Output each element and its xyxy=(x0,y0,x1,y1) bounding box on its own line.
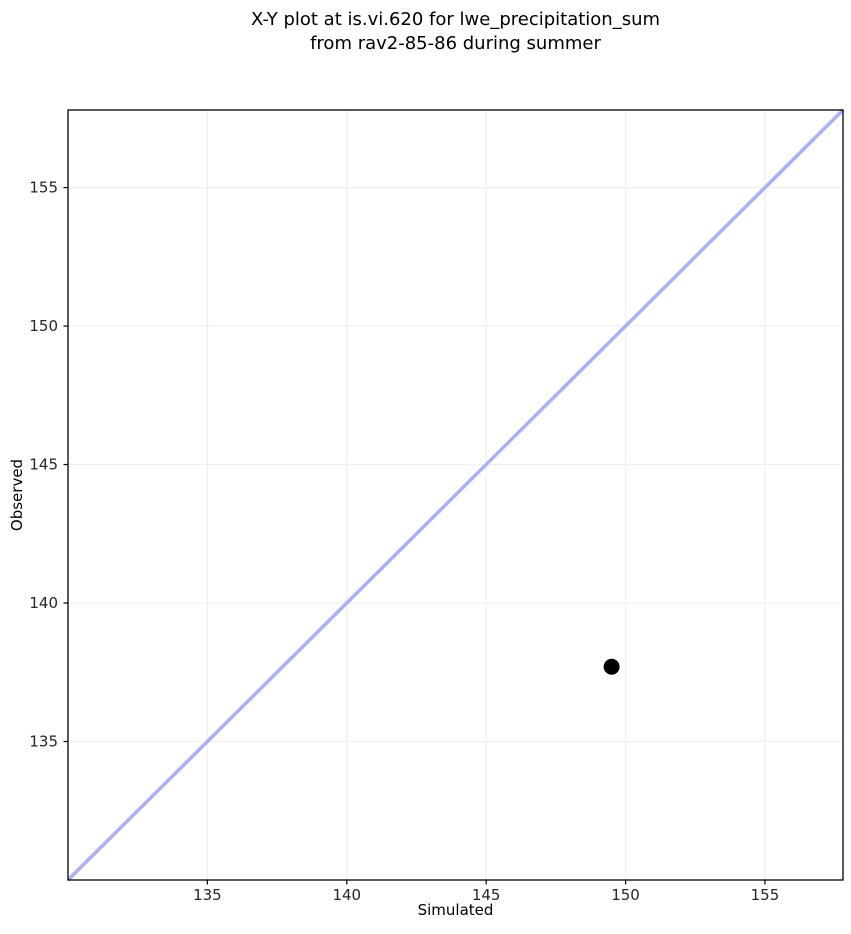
x-tick-label: 135 xyxy=(193,886,222,904)
plot-border xyxy=(67,109,844,881)
x-tick-label: 150 xyxy=(611,886,640,904)
y-tick-label: 150 xyxy=(29,317,58,335)
chart-title: X-Y plot at is.vi.620 for lwe_precipitat… xyxy=(250,9,661,54)
x-tick-label: 140 xyxy=(332,886,361,904)
y-tick-label: 145 xyxy=(29,456,58,474)
y-tick-label: 135 xyxy=(29,733,58,751)
x-tick-label: 145 xyxy=(472,886,501,904)
data-point xyxy=(603,658,620,675)
x-axis-label: Simulated xyxy=(417,901,494,919)
x-tick-label: 155 xyxy=(751,886,780,904)
y-tick-label: 155 xyxy=(29,179,58,197)
y-axis-label: Observed xyxy=(8,458,26,532)
identity-line xyxy=(66,108,845,882)
y-tick-label: 140 xyxy=(29,594,58,612)
